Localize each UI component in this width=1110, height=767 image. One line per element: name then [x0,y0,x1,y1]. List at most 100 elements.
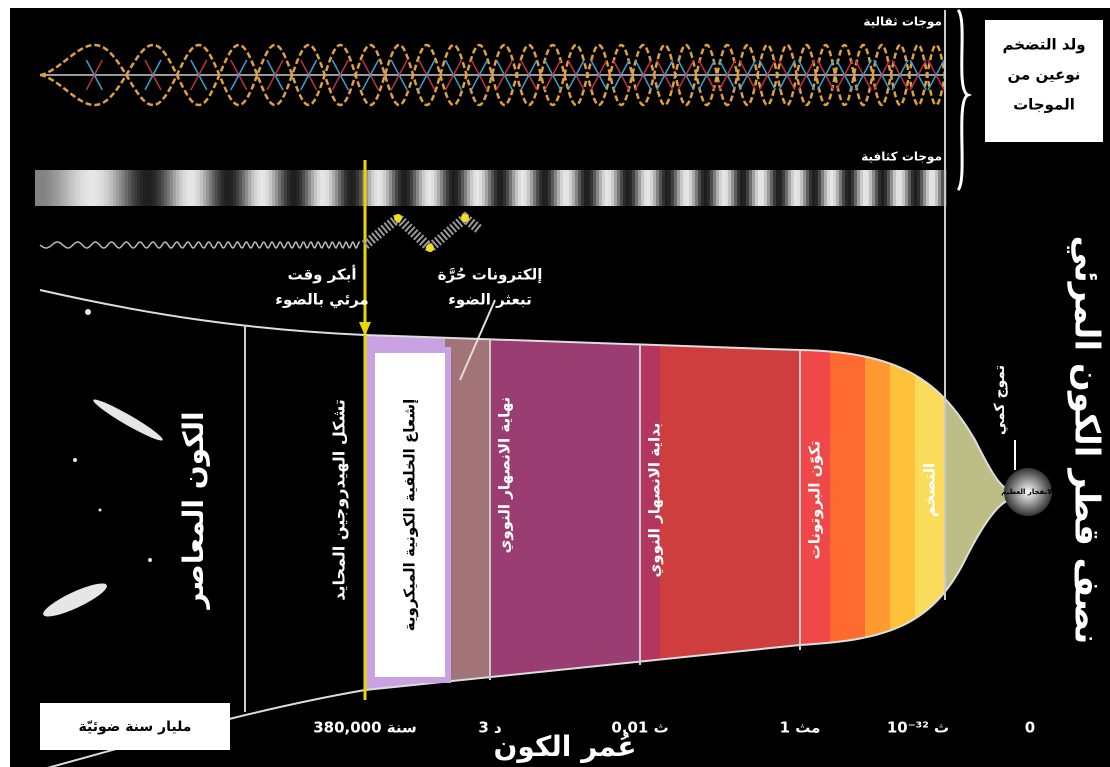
density-stripe [71,170,74,206]
density-stripe [404,170,407,206]
density-stripe [59,170,62,206]
density-stripe [314,170,317,206]
density-stripe [200,170,203,206]
density-stripe [80,170,83,206]
density-stripe [866,170,869,206]
density-stripe [761,170,764,206]
density-stripe [215,170,218,206]
density-stripe [539,170,542,206]
density-stripe [176,170,179,206]
density-stripe [131,170,134,206]
density-stripe [557,170,560,206]
density-stripe [434,170,437,206]
density-stripe [521,170,524,206]
density-stripe [377,170,380,206]
radius-label: نصف قطر الكون المرئي [1067,236,1107,645]
tick-label: 0 [1025,719,1035,737]
density-stripe [839,170,842,206]
density-stripe [62,170,65,206]
density-stripe [686,170,689,206]
density-stripe [659,170,662,206]
timeline-title: عُمر الكون [494,730,637,763]
density-stripe [266,170,269,206]
density-stripe [272,170,275,206]
density-stripe [425,170,428,206]
density-stripe [914,170,917,206]
density-stripe [860,170,863,206]
density-stripe [680,170,683,206]
density-stripe [290,170,293,206]
density-stripe [101,170,104,206]
density-stripe [869,170,872,206]
density-stripe [611,170,614,206]
density-stripe [113,170,116,206]
inflation-note-line: نوعين من [1008,66,1081,84]
density-stripe [452,170,455,206]
density-stripe [593,170,596,206]
density-stripe [392,170,395,206]
density-stripe [422,170,425,206]
density-stripe [779,170,782,206]
density-stripe [533,170,536,206]
density-stripe [926,170,929,206]
density-stripe [473,170,476,206]
density-stripe [896,170,899,206]
density-stripe [677,170,680,206]
density-stripe [257,170,260,206]
density-stripe [731,170,734,206]
density-stripe [725,170,728,206]
density-stripe [734,170,737,206]
density-stripe [413,170,416,206]
density-stripe [767,170,770,206]
density-stripe [275,170,278,206]
density-stripe [203,170,206,206]
density-stripe [155,170,158,206]
density-stripe [800,170,803,206]
density-stripe [815,170,818,206]
density-stripe [596,170,599,206]
density-stripe [359,170,362,206]
density-stripe [626,170,629,206]
density-stripe [191,170,194,206]
era-label: الكون المعاصر [177,411,210,610]
density-stripe [770,170,773,206]
density-stripe [563,170,566,206]
density-stripe [488,170,491,206]
density-stripe [209,170,212,206]
density-stripe [353,170,356,206]
density-stripe [284,170,287,206]
era-label: إشعاع الخلفية الكونية الميكروية [401,399,419,631]
density-stripe [545,170,548,206]
density-stripe [146,170,149,206]
density-stripe [782,170,785,206]
density-stripe [665,170,668,206]
density-stripe [317,170,320,206]
density-stripe [536,170,539,206]
density-stripe [890,170,893,206]
density-stripe [134,170,137,206]
electron [426,244,434,252]
density-stripe [812,170,815,206]
density-stripe [857,170,860,206]
density-stripe [875,170,878,206]
density-stripe [443,170,446,206]
density-stripe [830,170,833,206]
density-stripe [251,170,254,206]
density-stripe [449,170,452,206]
density-stripe [503,170,506,206]
density-stripe [728,170,731,206]
density-stripe [515,170,518,206]
density-stripe [581,170,584,206]
density-stripe [167,170,170,206]
density-stripe [221,170,224,206]
density-stripe [635,170,638,206]
density-stripe [302,170,305,206]
density-stripe [281,170,284,206]
density-stripe [605,170,608,206]
density-stripe [35,170,38,206]
density-stripe [260,170,263,206]
density-stripe [638,170,641,206]
inflation-note-line: الموجات [1013,96,1075,114]
density-stripe [941,170,944,206]
density-stripe [65,170,68,206]
